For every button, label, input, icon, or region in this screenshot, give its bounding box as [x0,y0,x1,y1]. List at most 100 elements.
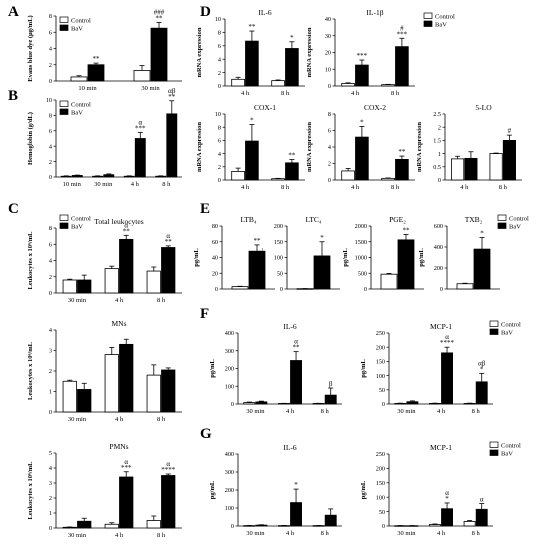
y-tick-label: 2.5 [433,111,441,118]
x-tick-label: 4 h [131,181,140,188]
significance-mark: α [445,489,449,497]
y-tick-label: 4 [49,46,52,53]
bar-bav [161,369,176,413]
significance-mark: ** [403,227,411,235]
chart-G1: IL-6 pg/mL 0 100 200 300 400 30 min 4 h 8 h * [209,443,342,537]
x-tick-label: 30 min [397,408,416,415]
y-tick-label: 0 [218,83,221,90]
bar-bav [290,502,302,527]
bar-control [146,270,161,294]
x-tick-label: 8 h [321,530,330,537]
significance-mark: α [124,458,128,466]
y-tick-label: 0 [49,78,52,85]
y-tick-label: 50 [277,270,283,277]
chart-D5: 5-LO mRNA expression 0 0.5 1 1.5 2 2.5 4 h 8 h # [416,103,522,191]
panel-label: E [200,201,210,217]
y-tick-label: 0 [231,401,234,408]
bar-control [243,402,256,405]
bar-control [62,279,77,294]
y-tick-label: 1500 [355,239,367,246]
y-tick-label: 2 [49,274,52,281]
x-tick-label: 8 h [157,297,166,304]
y-tick-label: 1 [438,151,441,158]
y-tick-label: 10 [46,97,52,104]
y-tick-label: 300 [225,348,234,355]
y-tick-label: 0 [231,523,234,530]
significance-mark: α [166,232,170,240]
significance-mark: αβ [168,87,176,95]
legend-swatch-control [489,320,499,327]
chart-D2: IL-1β mRNA expression 0 10 20 30 40 4 h 8 h *** **… [306,8,415,97]
bar-control [271,178,285,181]
y-axis-label: mRNA expression [196,27,203,77]
bar-bav [77,389,92,413]
chart-B: Hemoglobin (g/dL) 0 2 4 6 8 10 10 min 30 min 4 h 8… [27,87,182,188]
significance-mark: ** [398,148,406,156]
panel-label: F [200,306,209,322]
y-tick-label: 200 [274,223,283,230]
y-axis-label: Leukocytes x 10⁶/mL [27,231,34,290]
y-tick-label: 3 [49,480,52,487]
x-tick-label: 8 h [162,181,171,188]
y-tick-label: 1 [49,389,52,396]
y-axis-label: Leukocytes x 10⁶/mL [27,461,34,520]
bar-control [341,170,355,181]
y-tick-label: 600 [434,223,443,230]
legend-swatch-control [59,100,69,107]
x-tick-label: 30 min [246,408,265,415]
y-tick-label: 2000 [355,223,367,230]
bar-bav [313,255,331,290]
legend-label-bav: BaV [509,223,521,230]
y-axis-label: pg/mL [193,248,200,267]
y-tick-label: 50 [379,387,385,394]
bar-control [104,268,119,294]
legend-swatch-control [489,441,499,448]
y-tick-label: 20 [212,270,218,277]
significance-mark: α [294,338,298,346]
legend-label-bav: BaV [435,21,447,28]
y-tick-label: 400 [225,330,234,337]
x-tick-label: 8 h [281,90,290,97]
x-tick-label: 4 h [351,184,360,191]
bar-bav [134,138,146,178]
chart-title: PGE₂ [389,215,406,224]
legend-swatch-control [497,214,507,221]
legend-swatch-bav [497,222,507,229]
y-tick-label: 300 [225,469,234,476]
y-tick-label: 150 [376,359,385,366]
bar-bav [161,475,176,529]
bar-control [155,175,167,178]
y-tick-label: 0 [49,525,52,532]
significance-mark: **** [161,466,176,474]
significance-mark: # [400,24,404,32]
x-tick-label: 4 h [115,297,124,304]
bar-control [104,523,119,529]
y-axis-label: mRNA expression [306,122,313,172]
y-axis-label: pg/mL [209,480,216,499]
significance-mark: ### [154,9,165,17]
bar-control [231,78,245,87]
x-tick-label: 30 min [68,532,87,539]
y-tick-label: 100 [376,373,385,380]
significance-mark: * [480,230,484,238]
legend-swatch-bav [489,449,499,456]
chart-E4: TXB₂ pg/mL 0 200 400 600 * [418,215,500,293]
significance-mark: * [294,481,298,489]
bar-bav [161,247,176,294]
bar-bav [464,157,478,181]
legend-swatch-control [59,214,69,221]
bar-control [62,380,77,413]
significance-mark: ** [93,55,101,63]
y-axis-label: mRNA expression [306,27,313,77]
bar-bav [119,238,134,294]
chart-E3: PGE₂ pg/mL 0 500 1000 1500 2000 ** [342,215,424,293]
y-tick-label: 6 [49,241,52,248]
bar-bav [77,279,92,294]
bar-control [133,70,151,82]
bar-control [341,83,355,87]
